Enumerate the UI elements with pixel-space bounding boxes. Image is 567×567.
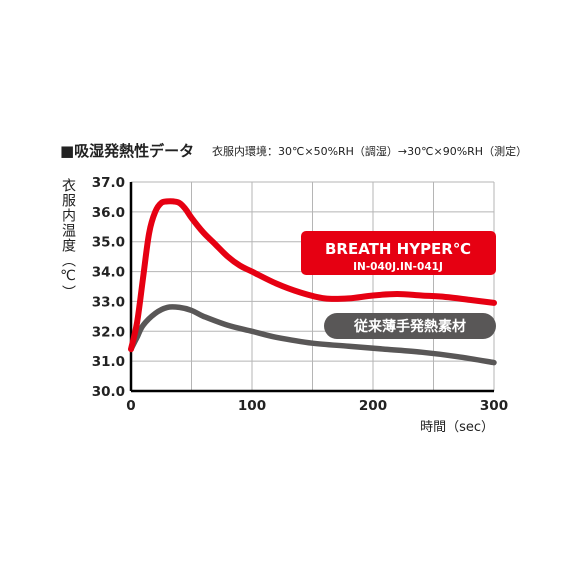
y-tick-label: 32.0	[92, 324, 125, 340]
x-tick-label: 300	[480, 398, 508, 414]
legend-conventional: 従来薄手発熱素材	[324, 313, 496, 339]
x-tick-label: 100	[238, 398, 266, 414]
legend-conventional-label: 従来薄手発熱素材	[353, 318, 466, 335]
y-tick-label: 33.0	[92, 294, 125, 310]
x-tick-label: 200	[359, 398, 387, 414]
axes	[129, 182, 494, 393]
x-axis-label: 時間（sec）	[420, 420, 494, 435]
chart-title: ■吸湿発熱性データ	[60, 142, 194, 160]
y-tick-label: 36.0	[92, 205, 125, 221]
legend-breath-hyper-box	[301, 231, 496, 275]
x-tick-labels: 0 100 200 300	[126, 398, 508, 414]
series-line-conventional	[128, 304, 497, 366]
legend-breath-hyper-label: BREATH HYPER℃	[325, 240, 471, 258]
y-tick-label: 37.0	[92, 175, 125, 191]
y-tick-label: 34.0	[92, 265, 125, 281]
y-tick-label: 30.0	[92, 384, 125, 400]
legend-conventional-box	[324, 313, 496, 339]
y-tick-labels: 30.0 31.0 32.0 33.0 34.0 35.0 36.0 37.0	[92, 175, 125, 400]
y-tick-label: 35.0	[92, 235, 125, 251]
y-axis-label: 衣服内温度（℃）	[60, 178, 76, 300]
x-tick-label: 0	[126, 398, 135, 414]
chart-subtitle: 衣服内環境：30℃×50%RH（調湿）→30℃×90%RH（測定）	[212, 144, 527, 158]
legend-breath-hyper: BREATH HYPER℃ IN-040J.IN-041J	[301, 231, 496, 275]
y-tick-label: 31.0	[92, 354, 125, 370]
series-group	[128, 198, 497, 366]
series-line-breath-hyper	[128, 198, 497, 353]
legend-breath-hyper-sublabel: IN-040J.IN-041J	[353, 261, 443, 273]
